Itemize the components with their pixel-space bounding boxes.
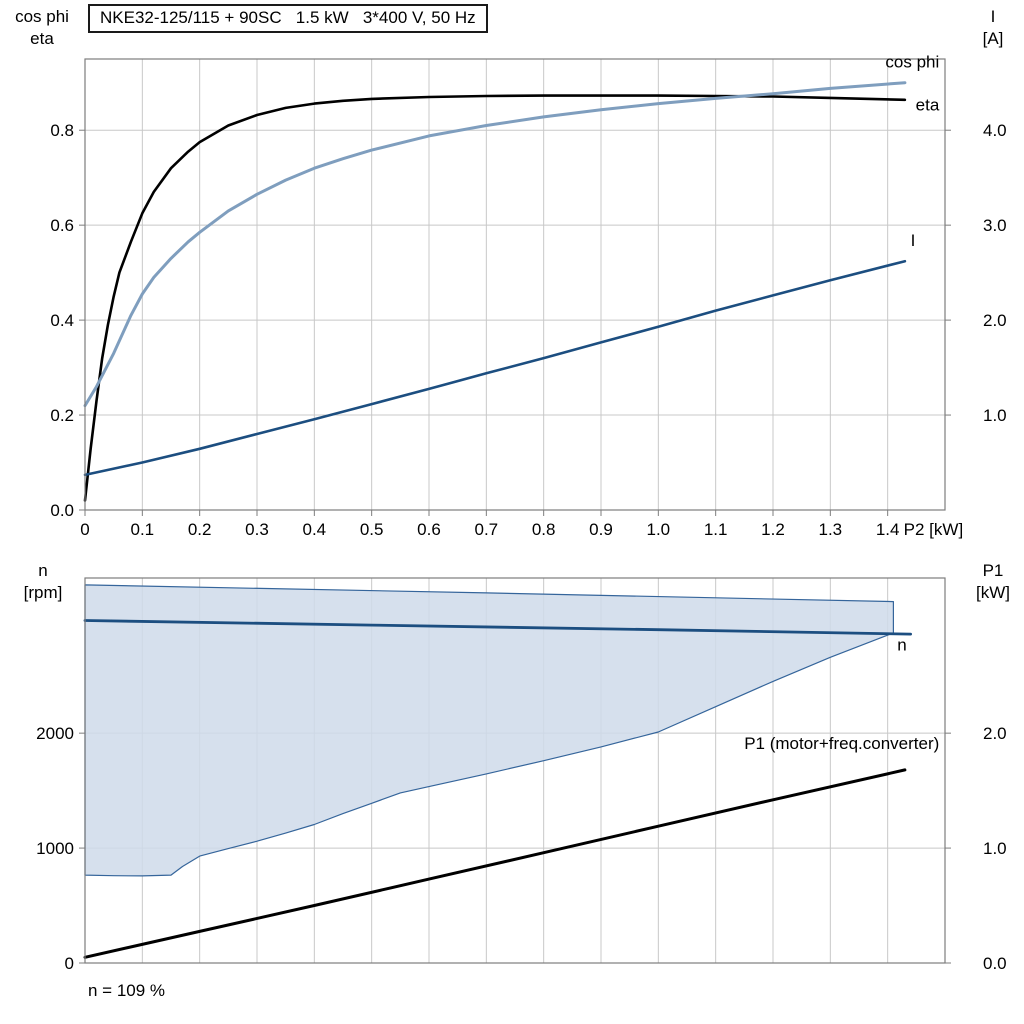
series-label-n: n <box>897 635 906 654</box>
y-left-tick-label: 0.8 <box>50 121 74 140</box>
gridlines <box>85 59 945 510</box>
series-label-current: I <box>911 231 916 250</box>
series-cos-phi <box>83 81 907 408</box>
y-left-tick-label: 1000 <box>36 839 74 858</box>
y-right-tick-label: 0.0 <box>983 954 1007 973</box>
x-tick-label: 1.0 <box>647 520 671 539</box>
y-left-tick-label: 0.4 <box>50 311 74 330</box>
top-left-axis-title-line2: eta <box>30 29 54 48</box>
y-right-tick-label: 1.0 <box>983 839 1007 858</box>
y-left-tick-label: 0 <box>65 954 74 973</box>
series-label-cos-phi: cos phi <box>885 53 939 72</box>
series-eta <box>83 94 907 502</box>
bottom-right-axis-title: P1 [kW] <box>964 560 1022 604</box>
speed-annotation: n = 109 % <box>88 981 166 1000</box>
x-tick-label: 1.1 <box>704 520 728 539</box>
chart-title-box: NKE32-125/115 + 90SC 1.5 kW 3*400 V, 50 … <box>88 4 488 33</box>
x-tick-label: 0.6 <box>417 520 441 539</box>
x-tick-label: 0.7 <box>475 520 499 539</box>
bottom-chart-svg: 0 1000 2000 0.0 1.0 2.0 n P1 (motor+freq.conver… <box>36 577 1007 973</box>
bottom-left-axis-title-line1: n <box>38 561 48 580</box>
y-right-tick-label: 2.0 <box>983 311 1007 330</box>
x-tick-label: 0.8 <box>532 520 556 539</box>
plot-frame <box>84 58 946 511</box>
y-right-tick-label: 4.0 <box>983 121 1007 140</box>
y-left-tick-label: 0.0 <box>50 501 74 520</box>
x-tick-label: 0.1 <box>131 520 155 539</box>
series-n <box>83 619 912 636</box>
y-left-tick-label: 2000 <box>36 724 74 743</box>
top-left-axis-title: cos phi eta <box>0 6 84 50</box>
top-right-axis-title-line1: I <box>990 7 996 26</box>
y-left-tick-label: 0.6 <box>50 216 74 235</box>
x-tick-label: 0.3 <box>245 520 269 539</box>
series-p1 <box>83 768 907 959</box>
y-right-tick-label: 1.0 <box>983 406 1007 425</box>
top-left-axis-title-line1: cos phi <box>15 7 69 26</box>
plot-frame <box>84 577 946 964</box>
x-tick-label: 0 <box>80 520 89 539</box>
y-right-tick-label: 2.0 <box>983 724 1007 743</box>
series-current <box>83 259 907 477</box>
x-axis-label: P2 [kW] <box>904 520 964 539</box>
bottom-left-axis-title: n [rpm] <box>4 560 82 604</box>
top-right-axis-title-line2: [A] <box>982 29 1004 48</box>
y-left-tick-label: 0.2 <box>50 406 74 425</box>
bottom-left-axis-title-line2: [rpm] <box>23 583 63 602</box>
x-tick-label: 1.4 <box>876 520 900 539</box>
series-label-p1: P1 (motor+freq.converter) <box>744 734 939 753</box>
x-tick-label: 0.4 <box>303 520 327 539</box>
x-tick-label: 0.9 <box>589 520 613 539</box>
top-chart-svg: 0.0 0.2 0.4 0.6 0.8 1.0 2.0 3.0 4.0 0 0.1 0.2 0.3 0.4… <box>50 53 1007 540</box>
top-right-axis-title: I [A] <box>964 6 1022 50</box>
x-tick-label: 0.5 <box>360 520 384 539</box>
series-speed-range <box>84 584 894 877</box>
bottom-right-axis-title-line2: [kW] <box>976 583 1010 602</box>
x-tick-label: 0.2 <box>188 520 212 539</box>
x-tick-label: 1.2 <box>761 520 785 539</box>
x-tick-label: 1.3 <box>819 520 843 539</box>
series-label-eta: eta <box>916 95 940 114</box>
y-right-tick-label: 3.0 <box>983 216 1007 235</box>
bottom-right-axis-title-line1: P1 <box>982 561 1004 580</box>
